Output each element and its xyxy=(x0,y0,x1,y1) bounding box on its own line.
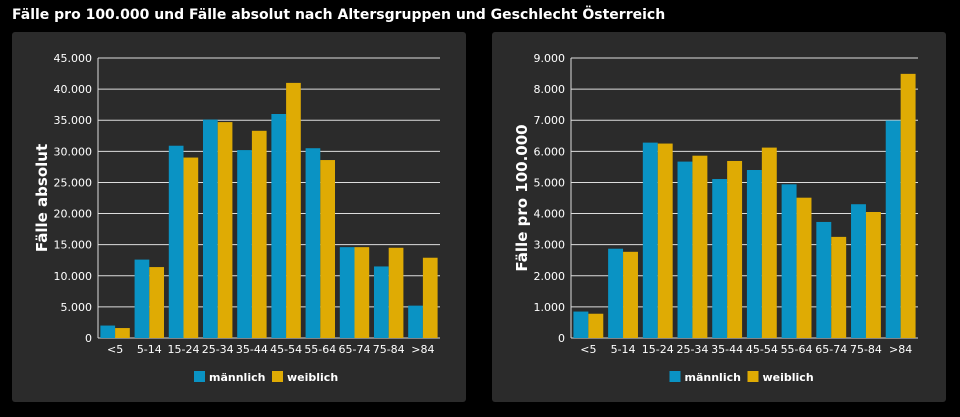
bar-männlich xyxy=(608,248,624,338)
bar-männlich xyxy=(305,148,321,338)
bar-weiblich xyxy=(354,247,370,338)
y-tick-label: 40.000 xyxy=(54,83,93,96)
y-tick-label: 1.000 xyxy=(534,301,566,314)
bar-männlich xyxy=(408,305,423,338)
bar-männlich xyxy=(816,221,832,338)
x-tick-label: <5 xyxy=(580,343,596,356)
bar-männlich xyxy=(168,145,184,338)
bar-weiblich xyxy=(149,267,165,338)
x-tick-label: 25-34 xyxy=(202,343,234,356)
y-tick-label: 35.000 xyxy=(54,114,93,127)
bar-weiblich xyxy=(115,328,130,338)
x-tick-label: 35-44 xyxy=(711,343,743,356)
y-tick-label: 8.000 xyxy=(534,83,566,96)
chart-absolute: 0 5.000 10.000 15.000 20.000 25.000 30.000 35.0… xyxy=(33,52,440,384)
y-tick-label: 0 xyxy=(85,332,92,345)
bar-männlich xyxy=(573,311,589,338)
y-tick-label: 30.000 xyxy=(54,145,93,158)
y-tick-label: 25.000 xyxy=(54,176,93,189)
x-tick-label: 15-24 xyxy=(168,343,200,356)
bar-männlich xyxy=(237,150,252,338)
legend-label-weiblich: weiblich xyxy=(287,371,338,384)
page-title: Fälle pro 100.000 und Fälle absolut nach… xyxy=(12,7,666,23)
y-tick-label: 15.000 xyxy=(54,239,93,252)
x-tick-label: <5 xyxy=(107,343,123,356)
legend-swatch-männlich xyxy=(194,371,205,382)
bar-männlich xyxy=(885,120,901,339)
bar-weiblich xyxy=(657,143,673,338)
x-tick-label: >84 xyxy=(411,343,434,356)
bar-männlich xyxy=(339,247,355,338)
bar-weiblich xyxy=(623,251,638,338)
bar-männlich xyxy=(271,114,287,338)
bar-weiblich xyxy=(388,247,404,338)
bar-weiblich xyxy=(727,160,743,338)
y-tick-label: 4.000 xyxy=(534,208,566,221)
bar-männlich xyxy=(202,119,218,338)
bar-weiblich xyxy=(320,160,336,338)
x-tick-label: 75-84 xyxy=(373,343,405,356)
y-tick-label: 2.000 xyxy=(534,270,566,283)
bar-weiblich xyxy=(286,82,301,338)
bar-männlich xyxy=(642,142,658,338)
y-tick-label: 6.000 xyxy=(534,145,566,158)
x-tick-label: 65-74 xyxy=(815,343,847,356)
legend-swatch-weiblich xyxy=(747,371,759,382)
bar-männlich xyxy=(746,170,762,338)
y-tick-label: 0 xyxy=(558,332,565,345)
bar-weiblich xyxy=(865,212,881,338)
legend-label-männlich: männlich xyxy=(685,371,741,384)
y-tick-label: 9.000 xyxy=(534,52,566,65)
bar-weiblich xyxy=(588,313,604,338)
bar-männlich xyxy=(851,204,866,338)
bar-weiblich xyxy=(831,236,847,338)
bar-männlich xyxy=(373,266,389,338)
bar-weiblich xyxy=(183,157,199,338)
bar-weiblich xyxy=(217,122,233,338)
bar-männlich xyxy=(100,325,116,338)
legend-swatch-weiblich xyxy=(272,371,283,382)
y-tick-label: 10.000 xyxy=(54,270,93,283)
bar-männlich xyxy=(677,161,693,338)
y-tick-label: 20.000 xyxy=(54,208,93,221)
legend-swatch-männlich xyxy=(669,371,681,382)
x-tick-label: 65-74 xyxy=(339,343,371,356)
y-tick-label: 3.000 xyxy=(534,239,566,252)
bar-weiblich xyxy=(692,155,708,338)
bar-weiblich xyxy=(251,130,267,338)
legend-label-männlich: männlich xyxy=(209,371,265,384)
legend-label-weiblich: weiblich xyxy=(763,371,814,384)
x-tick-label: 75-84 xyxy=(850,343,882,356)
x-tick-label: 55-64 xyxy=(304,343,336,356)
bar-weiblich xyxy=(900,73,916,338)
x-tick-label: 15-24 xyxy=(642,343,674,356)
y-tick-label: 5.000 xyxy=(61,301,93,314)
bar-weiblich xyxy=(796,197,812,338)
bar-männlich xyxy=(134,259,150,338)
x-tick-label: 45-54 xyxy=(746,343,778,356)
bar-weiblich xyxy=(422,257,438,338)
x-tick-label: 5-14 xyxy=(611,343,636,356)
x-tick-label: 35-44 xyxy=(236,343,268,356)
x-tick-label: 45-54 xyxy=(270,343,302,356)
x-tick-label: 5-14 xyxy=(137,343,162,356)
y-axis-title: Fälle pro 100.000 xyxy=(513,124,531,271)
chart-panel-per-100000: 0 1.000 2.000 3.000 4.000 5.000 6.000 7.000 8.00… xyxy=(492,32,946,402)
y-axis-title: Fälle absolut xyxy=(33,144,51,252)
y-tick-label: 45.000 xyxy=(54,52,93,65)
x-tick-label: 25-34 xyxy=(676,343,708,356)
bar-weiblich xyxy=(761,147,777,338)
x-tick-label: 55-64 xyxy=(781,343,813,356)
y-tick-label: 5.000 xyxy=(534,176,566,189)
x-tick-label: >84 xyxy=(889,343,912,356)
y-tick-label: 7.000 xyxy=(534,114,566,127)
chart-per-100000: 0 1.000 2.000 3.000 4.000 5.000 6.000 7.000 8.00… xyxy=(513,52,918,384)
bar-männlich xyxy=(712,179,728,338)
chart-panel-absolute: 0 5.000 10.000 15.000 20.000 25.000 30.000 35.0… xyxy=(12,32,466,402)
bar-männlich xyxy=(781,184,797,338)
